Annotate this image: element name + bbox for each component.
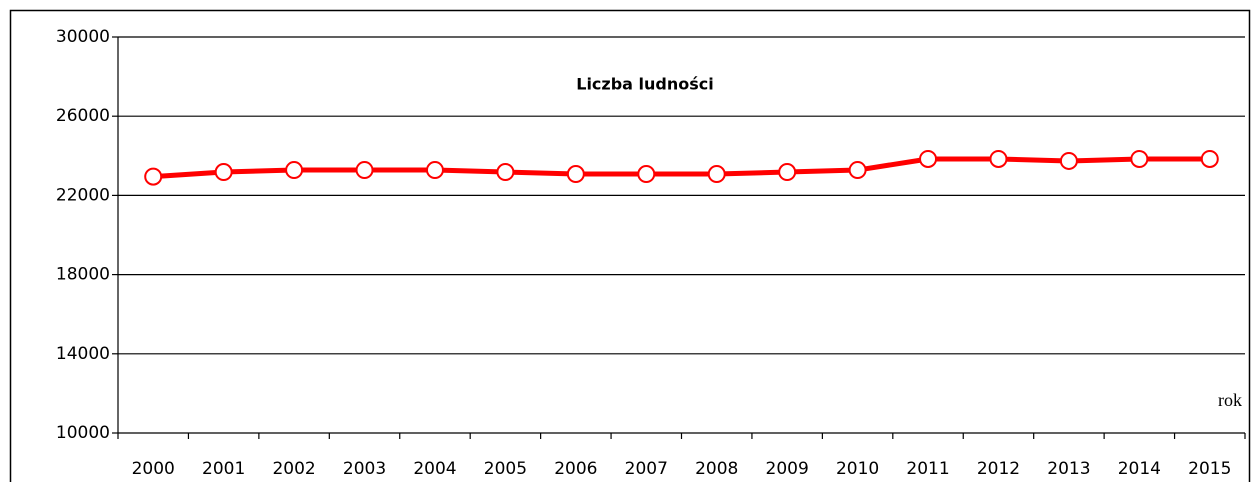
y-tick-label: 30000 xyxy=(56,27,110,47)
x-axis-label: rok xyxy=(1218,390,1242,410)
x-tick-label: 2009 xyxy=(766,459,809,479)
x-tick-label: 2002 xyxy=(272,459,315,479)
chart-frame xyxy=(9,9,1251,486)
y-tick-label: 26000 xyxy=(56,106,110,126)
chart-title: Liczba ludności xyxy=(576,75,714,94)
x-tick-label: 2008 xyxy=(695,459,738,479)
x-tick-label: 2011 xyxy=(906,459,949,479)
x-tick-label: 2015 xyxy=(1188,459,1231,479)
point-marker xyxy=(778,163,797,182)
point-marker xyxy=(425,161,444,180)
x-tick-label: 2004 xyxy=(413,459,456,479)
point-marker xyxy=(919,149,938,168)
y-tick-label: 14000 xyxy=(56,344,110,364)
point-marker xyxy=(496,163,515,182)
x-tick-label: 2000 xyxy=(132,459,175,479)
x-tick-label: 2005 xyxy=(484,459,527,479)
point-marker xyxy=(848,161,867,180)
x-tick-label: 2010 xyxy=(836,459,879,479)
x-tick-label: 2003 xyxy=(343,459,386,479)
point-marker xyxy=(707,165,726,184)
x-tick-label: 2013 xyxy=(1047,459,1090,479)
point-marker xyxy=(1059,151,1078,170)
y-tick-label: 18000 xyxy=(56,265,110,285)
x-tick-label: 2012 xyxy=(977,459,1020,479)
x-tick-label: 2014 xyxy=(1118,459,1161,479)
point-marker xyxy=(214,163,233,182)
point-marker xyxy=(355,161,374,180)
x-tick-label: 2001 xyxy=(202,459,245,479)
point-marker xyxy=(566,165,585,184)
y-tick-label: 10000 xyxy=(56,423,110,443)
point-marker xyxy=(989,149,1008,168)
x-tick-label: 2006 xyxy=(554,459,597,479)
series-line xyxy=(153,156,1210,180)
x-tick-label: 2007 xyxy=(625,459,668,479)
point-marker xyxy=(144,167,163,186)
y-tick-label: 22000 xyxy=(56,185,110,205)
point-marker xyxy=(1130,149,1149,168)
point-marker xyxy=(1200,149,1219,168)
point-marker xyxy=(285,161,304,180)
point-marker xyxy=(637,165,656,184)
